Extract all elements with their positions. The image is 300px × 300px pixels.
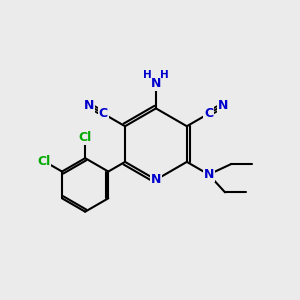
Text: C: C [99, 107, 108, 120]
Text: H: H [160, 70, 169, 80]
Text: N: N [203, 168, 214, 181]
Text: H: H [143, 70, 152, 80]
Text: N: N [84, 99, 94, 112]
Text: N: N [151, 77, 161, 90]
Text: N: N [151, 173, 161, 186]
Text: C: C [204, 107, 213, 120]
Text: Cl: Cl [37, 154, 51, 168]
Text: Cl: Cl [79, 131, 92, 144]
Text: N: N [218, 99, 228, 112]
